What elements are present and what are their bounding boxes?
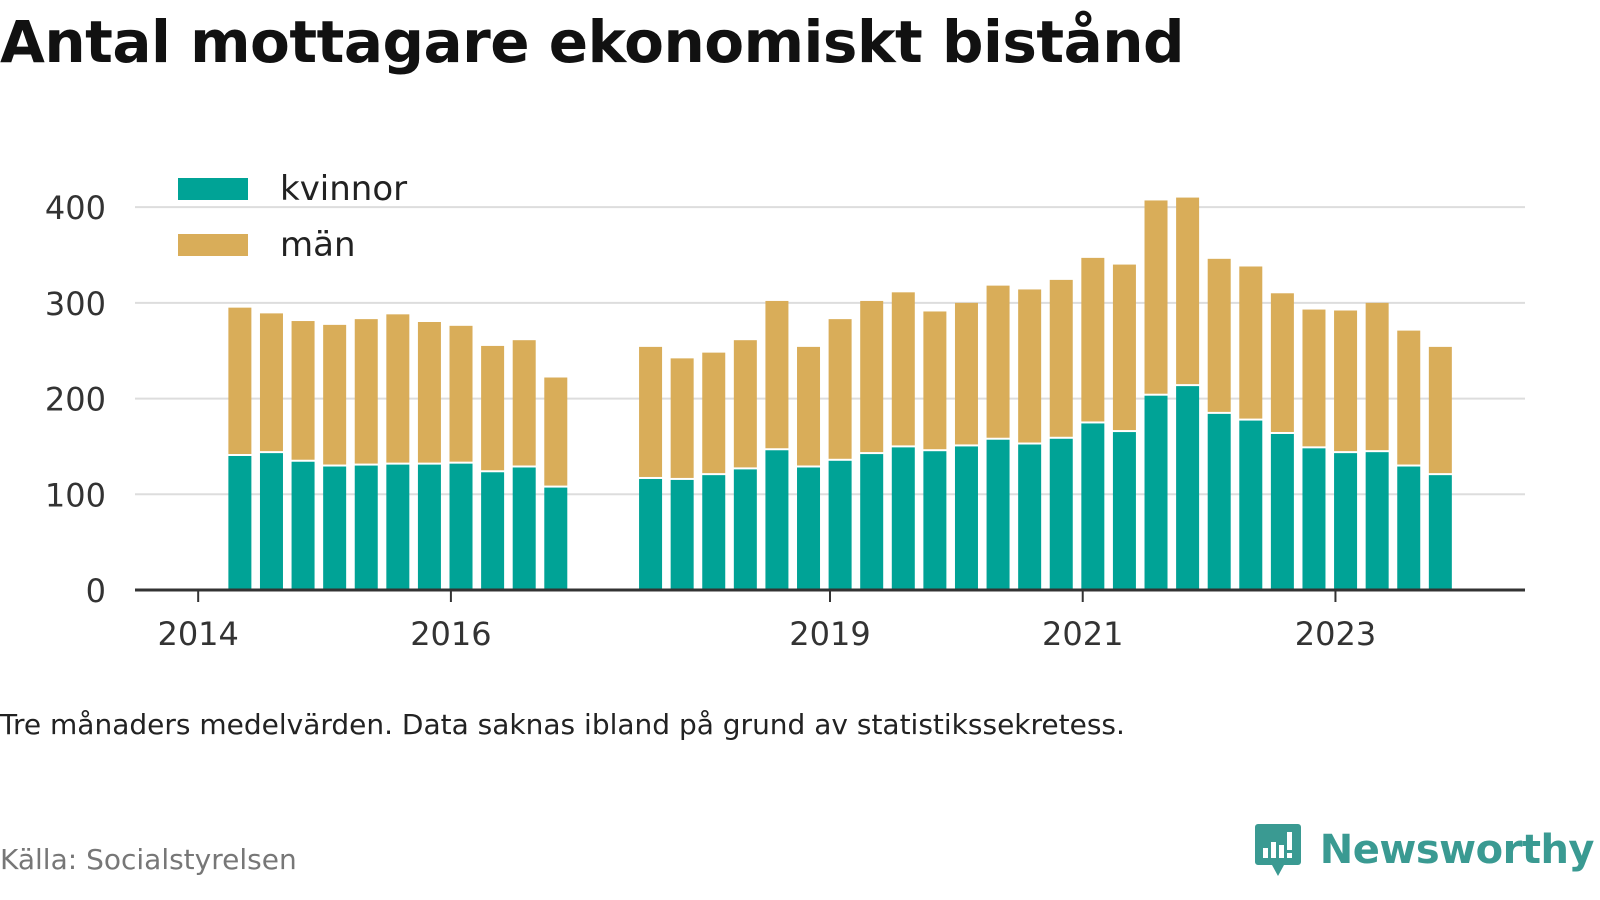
bar-man bbox=[544, 377, 568, 486]
source-text: Källa: Socialstyrelsen bbox=[0, 843, 297, 876]
bar-man bbox=[1018, 289, 1042, 443]
bar-man bbox=[1176, 197, 1200, 385]
brand-name: Newsworthy bbox=[1319, 827, 1595, 873]
bar-kvinnor bbox=[291, 461, 315, 590]
bar-kvinnor bbox=[1397, 466, 1421, 590]
bar-man bbox=[1112, 264, 1136, 431]
bar-man bbox=[1144, 200, 1168, 394]
y-tick-label: 300 bbox=[45, 285, 106, 323]
bar-man bbox=[417, 322, 441, 463]
bar-man bbox=[1334, 310, 1358, 452]
bar-man bbox=[765, 300, 789, 449]
bar-kvinnor bbox=[954, 446, 978, 590]
bar-kvinnor bbox=[386, 464, 410, 590]
y-tick-label: 100 bbox=[45, 476, 106, 514]
bar-kvinnor bbox=[1081, 423, 1105, 590]
bar-kvinnor bbox=[1176, 386, 1200, 590]
bar-kvinnor bbox=[1018, 444, 1042, 590]
bar-man bbox=[259, 313, 283, 452]
bar-man bbox=[323, 324, 347, 465]
bar-man bbox=[481, 345, 505, 471]
bar-kvinnor bbox=[259, 453, 283, 590]
bar-kvinnor bbox=[670, 479, 694, 590]
brand-logo: Newsworthy bbox=[1254, 822, 1595, 878]
bar-man bbox=[954, 302, 978, 445]
bar-kvinnor bbox=[828, 460, 852, 590]
bar-kvinnor bbox=[1334, 453, 1358, 590]
bar-man bbox=[1397, 330, 1421, 465]
bar-kvinnor bbox=[1112, 432, 1136, 590]
bar-man bbox=[1302, 309, 1326, 447]
x-tick-label: 2016 bbox=[410, 615, 491, 653]
bar-man bbox=[449, 325, 473, 462]
bar-kvinnor bbox=[544, 487, 568, 590]
bar-kvinnor bbox=[1049, 438, 1073, 590]
bar-man bbox=[228, 307, 252, 454]
bar-man bbox=[639, 346, 663, 477]
bar-man bbox=[1270, 293, 1294, 432]
bar-man bbox=[291, 321, 315, 460]
bar-man bbox=[1365, 302, 1389, 451]
legend-label-man: män bbox=[280, 225, 356, 265]
x-tick-label: 2023 bbox=[1295, 615, 1376, 653]
legend-swatch-man bbox=[178, 234, 248, 256]
bar-kvinnor bbox=[860, 454, 884, 590]
newsworthy-logo-icon bbox=[1254, 824, 1301, 876]
bar-kvinnor bbox=[512, 467, 536, 590]
bar-kvinnor bbox=[765, 450, 789, 590]
bar-kvinnor bbox=[1365, 452, 1389, 590]
bar-kvinnor bbox=[1239, 420, 1263, 590]
bar-man bbox=[733, 340, 757, 468]
y-tick-label: 200 bbox=[45, 381, 106, 419]
bar-kvinnor bbox=[891, 447, 915, 590]
chart-title: Antal mottagare ekonomiskt bistånd bbox=[0, 8, 1185, 76]
bar-man bbox=[354, 319, 378, 464]
y-tick-label: 400 bbox=[45, 189, 106, 227]
bar-kvinnor bbox=[733, 469, 757, 590]
chart-legend: kvinnor män bbox=[178, 169, 407, 265]
bar-kvinnor bbox=[1207, 413, 1231, 590]
bar-kvinnor bbox=[323, 466, 347, 590]
bar-man bbox=[1239, 266, 1263, 419]
bar-kvinnor bbox=[639, 478, 663, 590]
bar-man bbox=[797, 346, 821, 466]
bar-man bbox=[1428, 346, 1452, 474]
bar-kvinnor bbox=[702, 475, 726, 590]
bar-man bbox=[386, 314, 410, 463]
bar-kvinnor bbox=[354, 465, 378, 590]
legend-label-kvinnor: kvinnor bbox=[280, 169, 407, 209]
bar-man bbox=[702, 352, 726, 474]
bar-man bbox=[828, 319, 852, 459]
bar-kvinnor bbox=[481, 472, 505, 590]
bar-man bbox=[512, 340, 536, 466]
chart-note: Tre månaders medelvärden. Data saknas ib… bbox=[0, 708, 1125, 741]
legend-swatch-kvinnor bbox=[178, 178, 248, 200]
bar-kvinnor bbox=[449, 463, 473, 590]
bar-man bbox=[860, 300, 884, 453]
bar-kvinnor bbox=[986, 439, 1010, 590]
bar-chart: 0 100 200 300 400 2014 2016 2019 2021 2023 kvinn… bbox=[45, 169, 1525, 653]
y-tick-label: 0 bbox=[86, 572, 106, 610]
bar-kvinnor bbox=[923, 451, 947, 590]
bar-man bbox=[1207, 258, 1231, 412]
bar-man bbox=[923, 311, 947, 450]
bar-man bbox=[670, 358, 694, 478]
x-tick-label: 2019 bbox=[789, 615, 870, 653]
bar-kvinnor bbox=[1270, 433, 1294, 590]
bar-kvinnor bbox=[417, 464, 441, 590]
x-tick-label: 2014 bbox=[157, 615, 238, 653]
bar-man bbox=[986, 285, 1010, 438]
bar-kvinnor bbox=[1302, 448, 1326, 590]
bar-kvinnor bbox=[228, 456, 252, 590]
bar-kvinnor bbox=[797, 467, 821, 590]
bar-man bbox=[891, 292, 915, 446]
x-tick-label: 2021 bbox=[1042, 615, 1123, 653]
bar-man bbox=[1049, 279, 1073, 437]
bar-man bbox=[1081, 257, 1105, 422]
bar-kvinnor bbox=[1428, 475, 1452, 590]
bar-kvinnor bbox=[1144, 395, 1168, 590]
